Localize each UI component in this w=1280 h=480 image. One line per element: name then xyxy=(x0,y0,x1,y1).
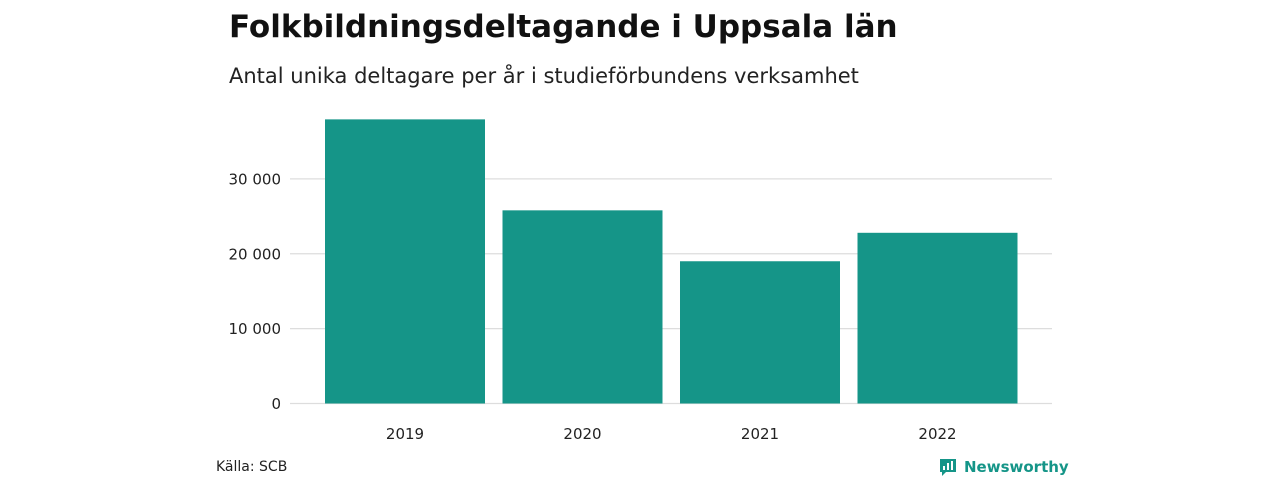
x-axis-tick-labels: 2019 2020 2021 2022 xyxy=(386,425,957,443)
bar-2020 xyxy=(502,210,663,404)
x-tick-label: 2021 xyxy=(741,425,779,443)
bar-2019 xyxy=(325,119,485,404)
x-tick-label: 2020 xyxy=(563,425,601,443)
bar-2021 xyxy=(680,261,840,404)
chart-subtitle: Antal unika deltagare per år i studieför… xyxy=(229,64,859,88)
y-axis-tick-labels: 0 10 000 20 000 30 000 xyxy=(229,170,282,413)
x-tick-label: 2019 xyxy=(386,425,424,443)
y-tick-label: 10 000 xyxy=(229,320,282,338)
bars xyxy=(325,119,1018,404)
brand-logo: Newsworthy xyxy=(938,455,1069,479)
source-note: Källa: SCB xyxy=(216,459,288,475)
x-tick-label: 2022 xyxy=(918,425,956,443)
brand-name: Newsworthy xyxy=(964,458,1069,476)
bar-2022 xyxy=(857,232,1018,404)
y-tick-label: 0 xyxy=(271,395,281,413)
y-tick-label: 20 000 xyxy=(229,245,282,263)
y-tick-label: 30 000 xyxy=(229,170,282,188)
chart-title: Folkbildningsdeltagande i Uppsala län xyxy=(229,9,898,45)
newsworthy-logo-icon xyxy=(940,459,956,476)
